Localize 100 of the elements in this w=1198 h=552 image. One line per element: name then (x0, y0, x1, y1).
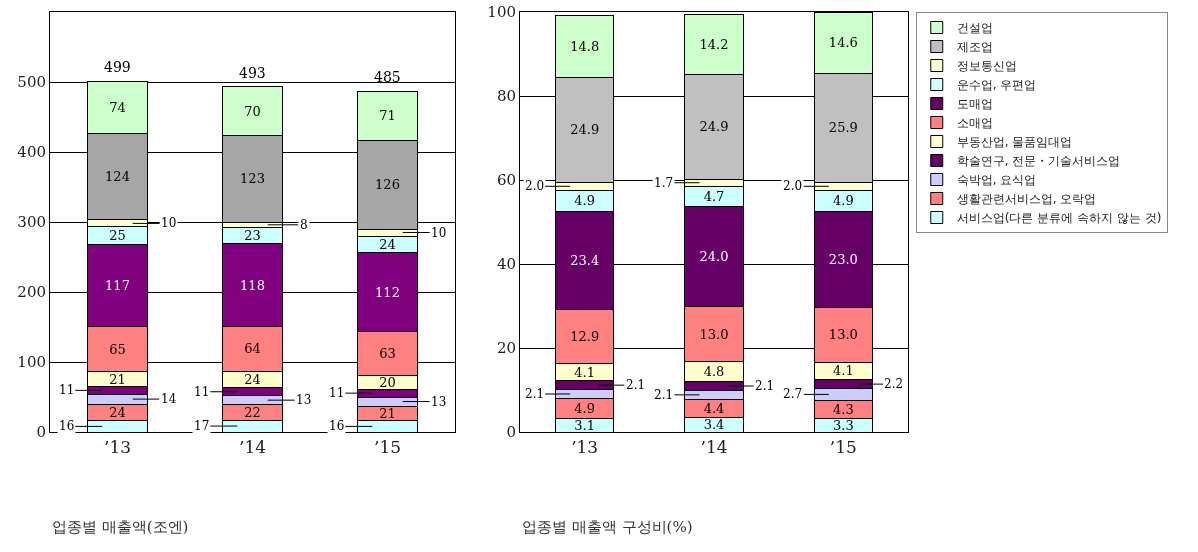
data-label: 13.0 (828, 327, 858, 343)
data-label: 65 (109, 341, 126, 357)
data-label: 4.7 (703, 188, 725, 204)
data-label: 2.1 (755, 379, 775, 393)
data-label: 10 (161, 216, 177, 230)
y-tick-label: 0 (506, 423, 516, 442)
data-label: 10 (431, 226, 447, 240)
data-label: 2.1 (654, 388, 674, 402)
x-tick-label: ’14 (700, 437, 728, 458)
data-label: 4.9 (832, 193, 854, 209)
y-tick-label: 20 (496, 339, 516, 358)
data-label: 24 (244, 372, 261, 387)
data-label: 25.9 (828, 120, 858, 136)
legend-label: 소매업 (956, 116, 993, 131)
data-label: 14 (161, 392, 177, 406)
data-label: 1.7 (654, 176, 674, 190)
data-label: 71 (379, 108, 396, 124)
y-tick-label: 400 (17, 143, 46, 162)
data-label: 12.9 (570, 328, 600, 344)
x-tick-label: ’14 (238, 437, 267, 458)
data-label: 2.2 (884, 377, 904, 391)
data-label: 13.0 (699, 326, 729, 342)
x-tick-label: ’15 (373, 437, 402, 458)
legend-label: 제조업 (956, 40, 993, 55)
y-tick-label: 500 (17, 73, 46, 92)
data-label: 2.7 (783, 387, 803, 401)
legend-label: 운수업, 우편업 (956, 78, 1037, 93)
text: 업종별 매출액 구성비(%) (522, 518, 693, 536)
text: 업종별 매출액(조엔) (52, 518, 189, 536)
legend-label: 도매업 (956, 97, 993, 112)
data-label: 24 (109, 404, 126, 420)
y-tick-label: 100 (487, 3, 516, 22)
data-label: 20 (379, 374, 396, 390)
data-label: 23.4 (570, 252, 600, 268)
data-label: 63 (379, 345, 396, 361)
data-label: 2.0 (783, 179, 803, 193)
data-label: 4.4 (703, 400, 725, 416)
y-tick-label: 40 (496, 255, 516, 274)
data-label: 25 (109, 228, 126, 244)
x-tick-label: ’13 (103, 437, 132, 458)
data-label: 4.9 (574, 401, 596, 417)
data-label: 4.3 (832, 401, 854, 417)
y-tick-label: 300 (17, 213, 46, 232)
data-label: 126 (375, 177, 400, 193)
data-label: 14.8 (570, 38, 600, 54)
data-label: 22 (244, 404, 261, 420)
y-tick-label: 60 (496, 171, 516, 190)
data-label: 4.8 (703, 364, 725, 380)
data-label: 118 (240, 277, 265, 293)
data-label: 2.0 (525, 179, 545, 193)
x-tick-label: ’13 (571, 437, 599, 458)
data-label: 3.3 (832, 417, 854, 433)
data-label: 17 (194, 419, 210, 433)
total-label: 499 (104, 59, 131, 75)
data-label: 16 (59, 419, 75, 433)
data-label: 3.4 (703, 417, 725, 433)
data-label: 13 (296, 393, 312, 407)
data-label: 23.0 (828, 251, 858, 267)
data-label: 64 (244, 341, 261, 357)
y-tick-label: 100 (17, 353, 46, 372)
data-label: 4.1 (832, 363, 854, 379)
data-label: 21 (109, 371, 126, 387)
legend-label: 생활관련서비스업, 오락업 (956, 192, 1097, 207)
data-label: 2.1 (626, 378, 646, 392)
legend-label: 학술연구, 전문・기술서비스업 (956, 154, 1121, 169)
data-label: 11 (329, 386, 345, 400)
data-label: 23 (244, 228, 261, 244)
data-label: 21 (379, 405, 396, 421)
data-label: 3.1 (574, 417, 596, 433)
data-label: 24 (379, 236, 396, 252)
data-label: 112 (375, 284, 400, 300)
legend-label: 서비스업(다른 분류에 속하지 않는 것) (956, 211, 1162, 226)
data-label: 2.1 (525, 387, 545, 401)
y-tick-label: 200 (17, 283, 46, 302)
data-label: 24.9 (570, 122, 600, 138)
data-label: 11 (194, 385, 210, 399)
legend-label: 정보통신업 (956, 59, 1017, 74)
legend-label: 숙박업, 요식업 (956, 173, 1037, 188)
data-label: 8 (300, 218, 308, 232)
data-label: 117 (105, 277, 130, 293)
y-tick-label: 0 (36, 423, 46, 442)
y-tick-label: 80 (496, 87, 516, 106)
data-label: 74 (109, 99, 126, 115)
x-tick-label: ’15 (829, 437, 857, 458)
total-label: 493 (239, 65, 266, 81)
data-label: 4.9 (574, 193, 596, 209)
data-label: 124 (105, 169, 130, 184)
data-label: 70 (244, 103, 261, 119)
data-label: 11 (59, 383, 75, 397)
data-label: 14.6 (828, 35, 858, 51)
data-label: 123 (240, 171, 265, 187)
total-label: 485 (374, 69, 401, 85)
data-label: 4.1 (574, 364, 596, 380)
data-label: 24.0 (699, 248, 729, 264)
legend-label: 건설업 (956, 21, 993, 36)
data-label: 13 (431, 395, 447, 409)
data-label: 24.9 (699, 119, 729, 135)
legend-label: 부동산업, 물품임대업 (956, 135, 1073, 150)
data-label: 16 (329, 419, 345, 433)
data-label: 14.2 (699, 37, 729, 53)
